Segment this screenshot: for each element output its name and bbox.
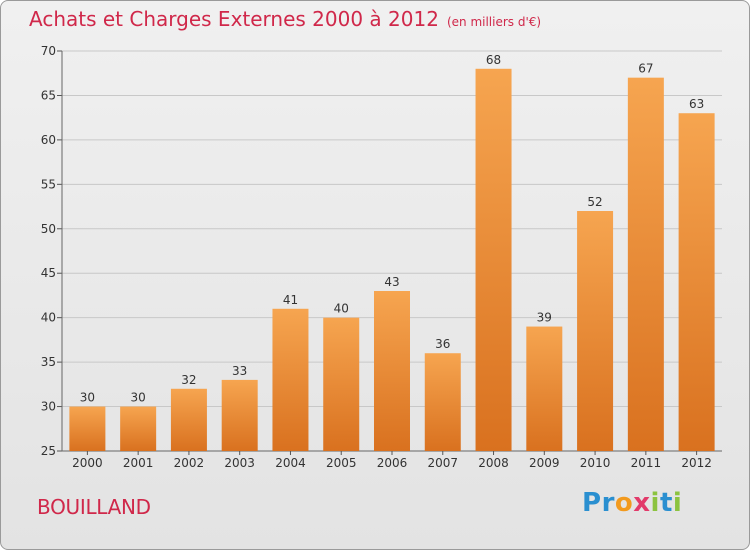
bar	[424, 353, 461, 451]
y-tick-label: 35	[41, 355, 56, 369]
logo-letter: i	[672, 488, 683, 518]
x-tick-label: 2009	[529, 456, 560, 470]
data-label: 39	[537, 311, 552, 325]
logo-letter: r	[601, 488, 615, 518]
x-tick-label: 2000	[72, 456, 103, 470]
bar	[577, 211, 614, 451]
x-tick-label: 2003	[224, 456, 255, 470]
data-label: 30	[80, 391, 95, 405]
x-tick-label: 2007	[427, 456, 458, 470]
data-label: 52	[587, 195, 602, 209]
x-tick-label: 2008	[478, 456, 509, 470]
x-tick-label: 2004	[275, 456, 306, 470]
y-tick-label: 55	[41, 177, 56, 191]
data-label: 63	[689, 97, 704, 111]
logo-letter: P	[582, 488, 602, 518]
x-tick-label: 2001	[123, 456, 154, 470]
x-tick-label: 2012	[681, 456, 712, 470]
bar	[69, 406, 106, 451]
x-tick-label: 2011	[631, 456, 662, 470]
data-label: 36	[435, 337, 450, 351]
data-label: 32	[181, 373, 196, 387]
logo-letter: t	[659, 488, 673, 518]
y-tick-labels: 25 30 35 40 45 50 55 60 65 70	[41, 44, 56, 458]
commune-name: BOUILLAND	[37, 495, 151, 519]
bar	[526, 326, 563, 451]
y-tick-label: 50	[41, 222, 56, 236]
x-tick-labels: 2000 2001 2002 2003 2004 2005 2006 2007 2008 2009…	[72, 456, 712, 470]
data-label: 43	[384, 275, 399, 289]
x-tick-label: 2006	[377, 456, 408, 470]
data-label: 40	[334, 302, 349, 316]
y-tick-label: 60	[41, 133, 56, 147]
y-tick-label: 25	[41, 444, 56, 458]
bar	[374, 291, 410, 451]
y-tick-label: 65	[41, 88, 56, 102]
bar	[678, 113, 715, 451]
logo-letter: x	[633, 488, 651, 518]
logo-letter: o	[614, 488, 634, 518]
bars	[69, 68, 715, 452]
bar	[120, 406, 157, 451]
title-unit: (en milliers d'€)	[446, 15, 542, 29]
data-label: 30	[131, 391, 146, 405]
y-tick-label: 40	[41, 311, 56, 325]
y-tick-label: 45	[41, 266, 56, 280]
logo-letter: i	[650, 488, 660, 518]
bar	[221, 379, 258, 451]
y-tick-label: 70	[41, 44, 56, 58]
data-label: 67	[638, 62, 653, 76]
bar	[170, 388, 207, 451]
chart-title: Achats et Charges Externes 2000 à 2012 (e…	[29, 7, 541, 31]
y-tick-label: 30	[41, 400, 56, 414]
bar	[272, 308, 309, 451]
proxiti-logo[interactable]: Proxiti	[582, 488, 682, 518]
x-tick-label: 2010	[580, 456, 611, 470]
bar	[475, 68, 512, 452]
bar	[323, 317, 360, 451]
title-text: Achats et Charges Externes 2000 à 2012	[29, 7, 439, 31]
data-labels: 30 30 32 33 41 40 43 36 68 39 52 67 63	[80, 53, 705, 405]
data-label: 68	[486, 53, 501, 67]
x-tick-label: 2002	[174, 456, 205, 470]
bar	[627, 77, 664, 452]
data-label: 33	[232, 364, 247, 378]
data-label: 41	[283, 293, 298, 307]
x-tick-label: 2005	[326, 456, 357, 470]
